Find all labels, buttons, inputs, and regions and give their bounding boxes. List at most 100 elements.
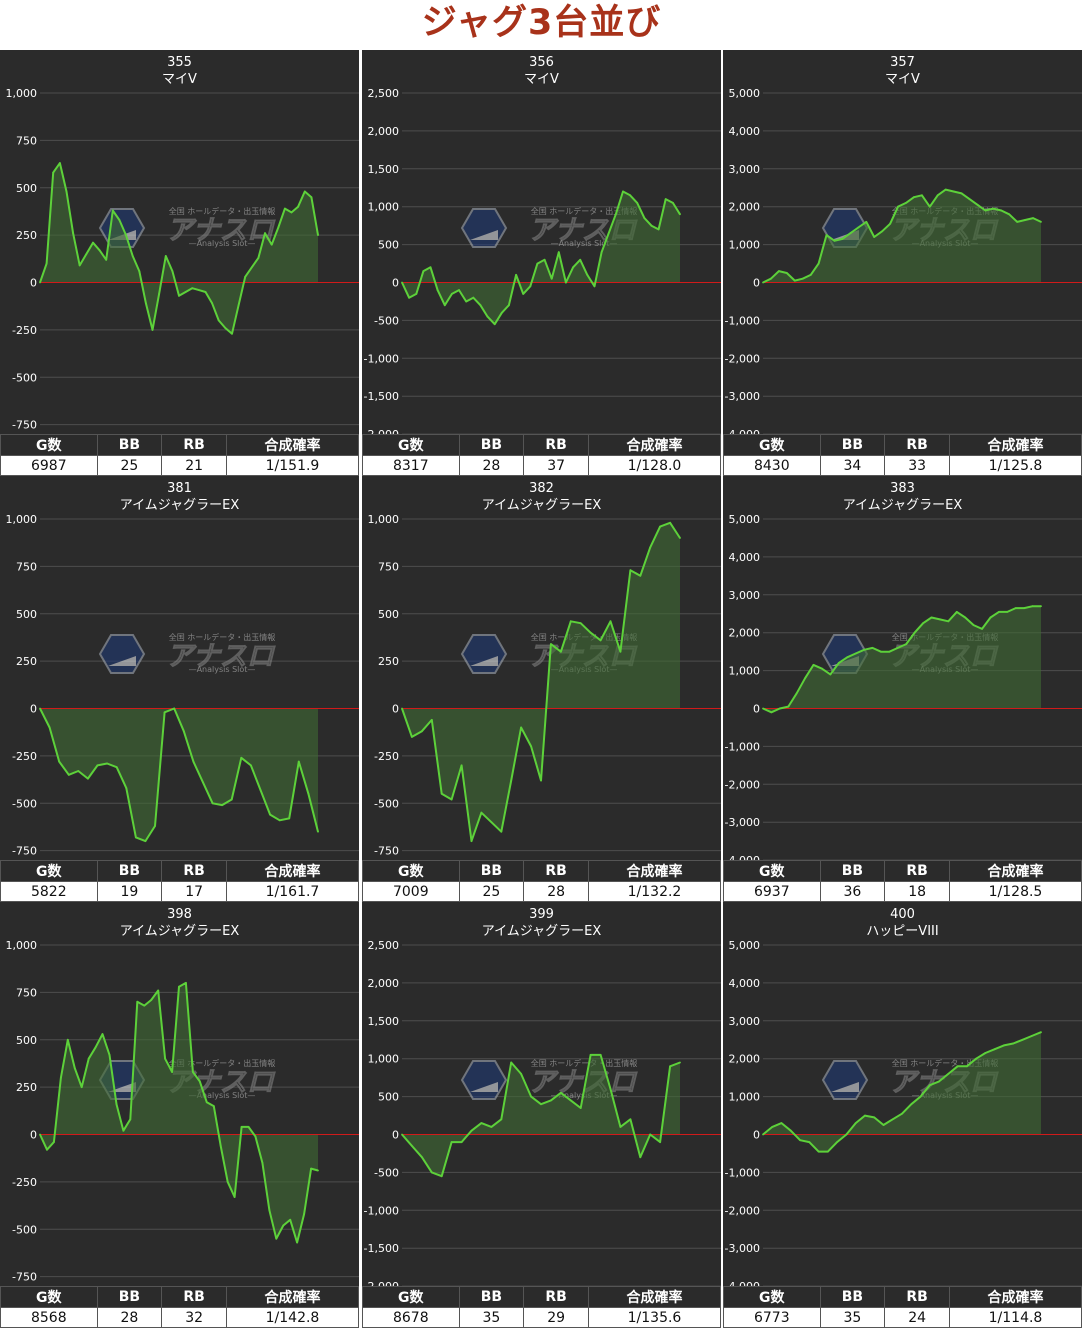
chart-panel-398: 398 アイムジャグラーEX 1,000 750 500 250 0 -250 -500 -750… — [0, 902, 360, 1328]
chart-panel-400: 400 ハッピーVIII 5,000 4,000 3,000 2,000 1,000 0 -1,… — [723, 902, 1083, 1328]
stat-rb-header: RB — [884, 1286, 950, 1308]
y-tick-label: 5,000 — [729, 939, 761, 952]
data-point — [145, 302, 147, 305]
data-point — [307, 792, 310, 795]
series-area — [763, 606, 1041, 713]
chart-title: 400 — [890, 907, 915, 922]
data-point — [46, 1148, 48, 1151]
data-point — [72, 232, 74, 235]
stats-value-row: 8678 35 29 1/135.6 — [362, 1307, 722, 1328]
data-point — [48, 726, 51, 729]
y-tick-label: -3,000 — [725, 390, 760, 403]
data-point — [115, 1103, 118, 1106]
y-tick-label: 2,000 — [729, 201, 761, 214]
data-point — [572, 266, 574, 269]
y-tick-label: 500 — [378, 1091, 399, 1104]
data-point — [278, 819, 281, 822]
data-point — [998, 611, 1000, 613]
stat-rb-value: 33 — [884, 455, 950, 476]
stats-table: G数 BB RB 合成確率 8317 28 37 1/128.0 — [362, 434, 722, 476]
data-point — [408, 296, 410, 299]
data-point — [80, 1086, 83, 1088]
chart-svg: 382 アイムジャグラーEX 1,000 750 500 250 0 -250 -500 -750… — [368, 481, 721, 858]
data-point — [157, 989, 160, 992]
data-point — [98, 249, 101, 252]
data-point — [508, 304, 510, 307]
data-point — [184, 291, 187, 293]
data-point — [672, 202, 674, 204]
data-point — [171, 270, 174, 272]
data-point — [804, 677, 806, 680]
data-point — [787, 705, 790, 708]
data-point — [411, 736, 413, 738]
stat-rate-value: 1/128.5 — [948, 881, 1083, 902]
data-point — [430, 1171, 433, 1174]
y-tick-label: -4,000 — [725, 1280, 760, 1286]
chart-panel-355: 355マイV1,0007505002500-250-500-750-1,000ア… — [0, 50, 360, 476]
data-point — [1040, 221, 1042, 223]
stat-rb-value: 17 — [161, 881, 227, 902]
y-tick-label: 500 — [378, 608, 399, 621]
data-point — [560, 650, 562, 653]
data-point — [762, 281, 764, 284]
data-point — [891, 1118, 894, 1121]
data-point — [60, 1076, 62, 1079]
stats-value-row: 8430 34 33 1/125.8 — [723, 455, 1083, 476]
data-point — [837, 662, 840, 664]
data-point — [144, 840, 147, 842]
data-point — [250, 266, 253, 269]
data-point — [451, 293, 453, 295]
data-point — [490, 1126, 493, 1128]
stat-rate-value: 1/151.9 — [225, 455, 360, 476]
data-point — [657, 228, 660, 231]
series-line — [401, 190, 681, 326]
data-point — [510, 779, 513, 782]
data-point — [105, 258, 108, 261]
chart-panel-381: 381 アイムジャグラーEX 1,000 750 500 250 0 -250 -500 -750… — [0, 476, 360, 902]
data-point — [964, 616, 967, 619]
data-point — [131, 255, 134, 257]
data-point — [905, 643, 908, 645]
data-point — [205, 1101, 208, 1104]
data-point — [972, 624, 975, 626]
series-area — [402, 191, 680, 325]
data-point — [770, 711, 773, 714]
data-point — [470, 1129, 473, 1132]
stat-g-header: G数 — [0, 434, 98, 456]
chart-subtitle: アイムジャグラーEX — [482, 924, 602, 939]
y-tick-label: 250 — [16, 1081, 37, 1094]
y-tick-label: 0 — [392, 703, 399, 716]
data-point — [540, 1103, 542, 1106]
stats-value-row: 6773 35 24 1/114.8 — [723, 1307, 1083, 1328]
data-point — [669, 1065, 671, 1068]
data-point — [778, 270, 780, 272]
data-point — [812, 664, 815, 666]
chart-title: 399 — [529, 907, 554, 922]
data-point — [493, 323, 496, 326]
stat-rb-header: RB — [523, 860, 589, 882]
data-point — [460, 764, 463, 767]
y-tick-label: 4,000 — [729, 551, 761, 564]
data-point — [981, 628, 983, 630]
y-tick-label: 1,000 — [6, 513, 38, 526]
chart-svg: 383 アイムジャグラーEX 5,000 4,000 3,000 2,000 1,000 0 -… — [725, 481, 1082, 860]
data-point — [944, 188, 947, 191]
stat-bb-value: 19 — [96, 881, 163, 902]
data-point — [629, 194, 631, 197]
data-point — [288, 817, 291, 820]
data-point — [52, 171, 55, 174]
page-title: ジャグ3台並び — [421, 3, 662, 43]
data-point — [151, 329, 154, 331]
data-point — [73, 1067, 76, 1070]
y-tick-label: 1,500 — [368, 163, 400, 176]
stat-g-header: G数 — [723, 1286, 821, 1308]
data-point — [96, 764, 99, 767]
y-tick-label: -4,000 — [725, 428, 760, 434]
data-point — [622, 190, 624, 193]
data-point — [1003, 1044, 1005, 1047]
stat-g-header: G数 — [0, 860, 98, 882]
stat-rb-value: 28 — [523, 881, 589, 902]
anaslo-logo-icon — [821, 1060, 869, 1100]
data-point — [1023, 607, 1026, 609]
